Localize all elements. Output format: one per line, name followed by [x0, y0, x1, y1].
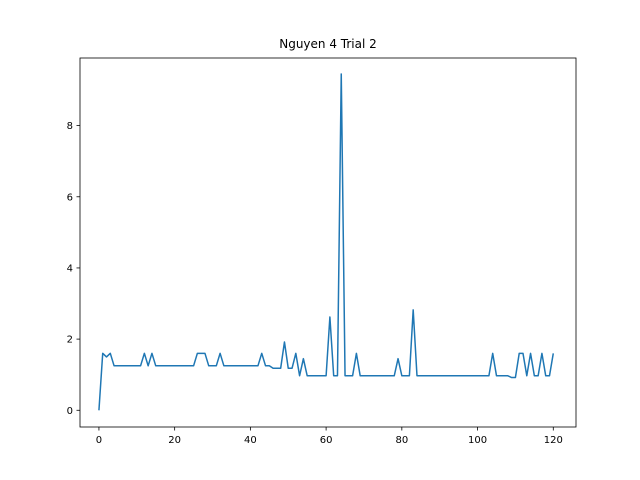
- x-tick-label: 40: [244, 435, 257, 446]
- series-line-0: [98, 73, 555, 411]
- x-tick-label: 100: [468, 435, 487, 446]
- plot-area: [98, 73, 555, 411]
- x-tick-label: 0: [96, 435, 102, 446]
- y-tick-label: 8: [67, 121, 73, 132]
- x-tick-label: 20: [168, 435, 181, 446]
- y-tick-label: 2: [67, 335, 73, 346]
- y-tick-label: 6: [67, 192, 73, 203]
- y-tick-label: 4: [67, 263, 73, 274]
- y-tick-label: 0: [67, 406, 73, 417]
- axes-frame: [79, 57, 577, 428]
- x-tick-label: 60: [320, 435, 333, 446]
- x-tick-label: 120: [544, 435, 563, 446]
- y-axis: 0 2 4 6 8: [67, 121, 80, 417]
- x-tick-label: 80: [395, 435, 408, 446]
- x-axis: 0 20 40 60 80 100 120: [96, 427, 563, 446]
- chart-title: Nguyen 4 Trial 2: [279, 37, 377, 51]
